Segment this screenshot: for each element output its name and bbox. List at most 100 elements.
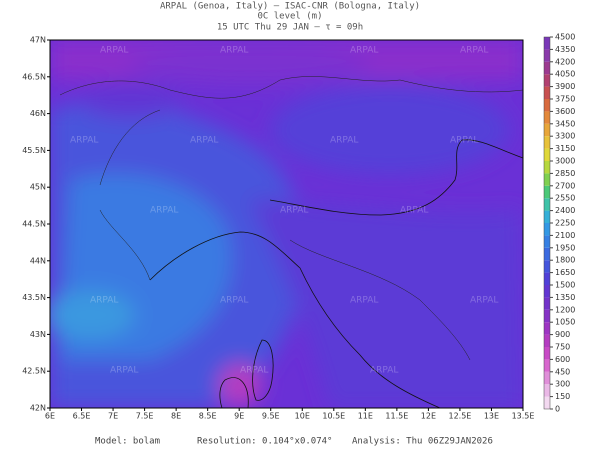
colorbar-segment (544, 86, 550, 99)
watermark: ARPAL (450, 136, 478, 146)
header-line: 15 UTC Thu 29 JAN – τ = 09h (217, 23, 363, 33)
colorbar-segment (544, 61, 550, 75)
colorbar-segment (544, 322, 550, 335)
colorbar-label: 450 (555, 367, 570, 376)
colorbar-segment (544, 74, 550, 87)
colorbar-label: 1350 (555, 293, 575, 302)
x-tick-label: 8.5E (199, 412, 217, 421)
colorbar-label: 600 (555, 355, 570, 364)
y-tick-label: 43N (30, 330, 46, 339)
watermark: ARPAL (280, 206, 308, 216)
colorbar-label: 2400 (555, 206, 575, 215)
footer-resolution: Resolution: 0.104°x0.074° (197, 437, 332, 447)
y-tick-label: 47N (30, 36, 46, 45)
colorbar-segment (544, 99, 550, 112)
header-line: ARPAL (Genoa, Italy) – ISAC-CNR (Bologna… (160, 2, 420, 12)
colorbar-segment (544, 309, 550, 323)
colorbar-segment (544, 223, 550, 236)
colorbar-segment (544, 111, 550, 124)
y-tick-label: 43.5N (22, 293, 46, 302)
x-ticks: 6E 6.5E 7E 7.5E 8E 8.5E 9E 9.5E 10E 10.5E 11E 11.5E… (45, 408, 535, 421)
colorbar-label: 3150 (555, 144, 575, 153)
x-tick-label: 9E (234, 412, 244, 421)
colorbar-segment (544, 396, 550, 409)
x-tick-label: 6E (45, 412, 55, 421)
colorbar-label: 750 (555, 343, 570, 352)
watermark: ARPAL (400, 206, 428, 216)
colorbar-label: 3450 (555, 119, 575, 128)
colorbar-label: 1500 (555, 281, 575, 290)
x-tick-label: 13.5E (512, 412, 535, 421)
watermark: ARPAL (190, 136, 218, 146)
x-tick-label: 7E (108, 412, 118, 421)
header-line: 0C level (m) (257, 12, 322, 22)
watermark: ARPAL (90, 296, 118, 306)
watermark: ARPAL (70, 136, 98, 146)
y-tick-label: 45N (30, 183, 46, 192)
footer-model: Model: bolam (95, 437, 160, 447)
colorbar-label: 4200 (555, 57, 575, 66)
y-tick-label: 46N (30, 109, 46, 118)
watermark: ARPAL (460, 46, 488, 56)
watermarks: ARPAL ARPAL ARPAL ARPAL ARPAL ARPAL ARPAL ARPAL… (70, 46, 498, 376)
watermark: ARPAL (220, 296, 248, 306)
x-tick-label: 13E (484, 412, 499, 421)
watermark: ARPAL (240, 366, 268, 376)
watermark: ARPAL (350, 296, 378, 306)
colorbar-segment (544, 185, 550, 199)
colorbar-label: 1050 (555, 318, 575, 327)
colorbar-segment (544, 272, 550, 285)
watermark: ARPAL (470, 296, 498, 306)
y-tick-label: 42N (30, 404, 46, 413)
x-tick-label: 11E (358, 412, 373, 421)
y-tick-label: 44N (30, 256, 46, 265)
colorbar-label: 2700 (555, 181, 575, 190)
colorbar-label: 1650 (555, 268, 575, 277)
colorbar-label: 0 (555, 405, 560, 414)
colorbar-segment (544, 260, 550, 273)
colorbar-label: 2850 (555, 169, 575, 178)
watermark: ARPAL (350, 46, 378, 56)
x-tick-label: 10.5E (322, 412, 345, 421)
x-tick-label: 12.5E (448, 412, 471, 421)
watermark: ARPAL (110, 366, 138, 376)
colorbar-segment (544, 198, 550, 211)
colorbar-segment (544, 347, 550, 360)
colorbar-segment (544, 235, 550, 248)
y-tick-label: 42.5N (22, 367, 46, 376)
y-tick-label: 45.5N (22, 146, 46, 155)
x-tick-label: 12E (421, 412, 436, 421)
colorbar-label: 300 (555, 380, 570, 389)
colorbar-label: 150 (555, 392, 570, 401)
colorbar-label: 4050 (555, 70, 575, 79)
y-tick-label: 46.5N (22, 72, 46, 81)
colorbar-segment (544, 297, 550, 310)
footer-analysis: Analysis: Thu 06Z29JAN2026 (352, 437, 493, 447)
watermark: ARPAL (150, 206, 178, 216)
x-tick-label: 7.5E (136, 412, 154, 421)
colorbar-segment (544, 371, 550, 385)
colorbar-label: 3600 (555, 107, 575, 116)
colorbar: 0 150 300 450 600 750 900 1050 1200 1350 1500 1650 1… (543, 33, 575, 414)
watermark: ARPAL (100, 46, 128, 56)
colorbar-segment (544, 148, 550, 161)
colorbar-segment (544, 161, 550, 174)
colorbar-label: 1950 (555, 243, 575, 252)
y-ticks: 47N 46.5N 46N 45.5N 45N 44.5N 44N 43.5N 43N 42.5N… (22, 36, 50, 413)
watermark: ARPAL (330, 136, 358, 146)
colorbar-segment (544, 359, 550, 372)
x-tick-label: 9.5E (262, 412, 280, 421)
colorbar-label: 2550 (555, 194, 575, 203)
x-tick-label: 11.5E (385, 412, 408, 421)
colorbar-segment (544, 49, 550, 62)
watermark: ARPAL (370, 366, 398, 376)
x-tick-label: 6.5E (73, 412, 91, 421)
x-tick-label: 8E (171, 412, 181, 421)
colorbar-segment (544, 173, 550, 186)
colorbar-label: 1800 (555, 256, 575, 265)
colorbar-label: 900 (555, 330, 570, 339)
colorbar-label: 3300 (555, 132, 575, 141)
colorbar-segment (544, 334, 550, 347)
x-tick-label: 10E (295, 412, 310, 421)
colorbar-segment (544, 247, 550, 261)
